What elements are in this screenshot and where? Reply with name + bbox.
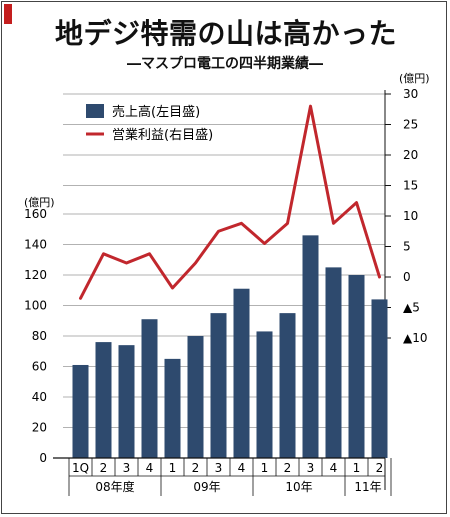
left-tick-label: 40	[32, 390, 47, 404]
legend-label-profit: 営業利益(右目盛)	[112, 127, 213, 143]
operating-profit-line	[79, 104, 381, 300]
right-tick-label: 0	[403, 270, 411, 284]
right-tick-label: 20	[403, 148, 418, 162]
right-tick-label: ▲5	[403, 301, 420, 315]
right-tick-label: 5	[403, 240, 411, 254]
right-tick-label: 25	[403, 118, 418, 132]
x-tick-label: 2	[100, 461, 108, 475]
chart-title: 地デジ特需の山は高かった	[54, 17, 397, 50]
left-axis-unit: (億円)	[24, 196, 55, 209]
right-tick-label: 15	[403, 179, 418, 193]
x-tick-label: 2	[376, 461, 384, 475]
sales-bar	[348, 275, 365, 458]
sales-bar	[279, 313, 296, 458]
x-tick-label: 2	[284, 461, 292, 475]
right-axis-unit: (億円)	[399, 72, 430, 85]
sales-bar	[210, 313, 227, 458]
x-tick-label: 4	[146, 461, 154, 475]
sales-bar	[187, 336, 204, 458]
x-tick-label: 1	[261, 461, 269, 475]
year-group-label: 11年	[354, 480, 381, 494]
x-tick-label: 4	[330, 461, 338, 475]
sales-bar	[164, 358, 181, 458]
sales-bar	[233, 288, 250, 458]
left-tick-label: 100	[24, 299, 47, 313]
sales-bar	[371, 299, 388, 458]
legend-bar-swatch	[86, 104, 104, 118]
sales-bar	[325, 267, 342, 458]
right-tick-label: 10	[403, 209, 418, 223]
legend-label-sales: 売上高(左目盛)	[112, 104, 200, 120]
x-tick-label: 1	[169, 461, 177, 475]
x-tick-label: 3	[123, 461, 131, 475]
left-tick-label: 80	[32, 329, 47, 343]
x-tick-label: 4	[238, 461, 246, 475]
year-group-label: 09年	[193, 480, 220, 494]
x-tick-label: 1	[353, 461, 361, 475]
x-tick-label: 3	[307, 461, 315, 475]
sales-bar	[256, 331, 273, 458]
year-group-label: 08年度	[95, 479, 134, 494]
left-tick-label: 0	[39, 451, 47, 465]
sales-bar	[141, 319, 158, 458]
right-tick-label: 30	[403, 87, 418, 101]
sales-bar	[72, 364, 89, 458]
chart-subtitle: ―マスプロ電工の四半期業績―	[127, 56, 323, 72]
left-tick-label: 140	[24, 238, 47, 252]
year-group-label: 10年	[285, 480, 312, 494]
sales-bar	[95, 342, 112, 458]
right-tick-label: ▲10	[403, 331, 428, 345]
left-tick-label: 120	[24, 268, 47, 282]
sales-bar	[302, 235, 319, 458]
x-tick-label: 2	[192, 461, 200, 475]
left-tick-label: 60	[32, 360, 47, 374]
left-tick-label: 20	[32, 421, 47, 435]
sales-bar	[118, 345, 135, 458]
x-tick-label: 1Q	[72, 461, 89, 475]
left-tick-label: 160	[24, 207, 47, 221]
red-accent-bar	[4, 4, 12, 24]
x-tick-label: 3	[215, 461, 223, 475]
